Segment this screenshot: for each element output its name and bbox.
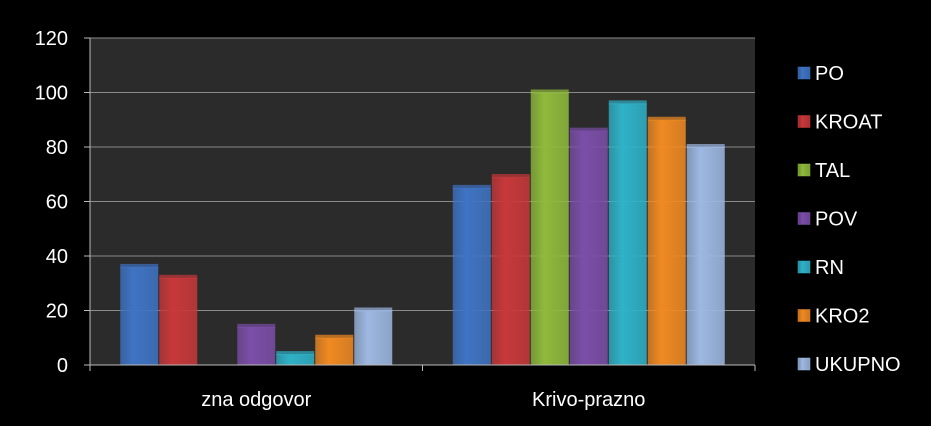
legend-swatch-rn xyxy=(797,260,811,274)
bar-top-bevel xyxy=(354,307,393,312)
legend-swatch-ukupno xyxy=(797,357,811,371)
bar-rn-1 xyxy=(608,103,647,366)
legend-swatch-kroat xyxy=(797,115,811,128)
legend-label-po: PO xyxy=(815,63,844,85)
bar-tal-1 xyxy=(530,92,569,365)
bar-top-bevel xyxy=(237,323,276,328)
y-tick-label: 80 xyxy=(46,137,68,159)
legend-swatch-po xyxy=(797,66,811,80)
bar-top-bevel xyxy=(276,351,315,356)
bar-po-1 xyxy=(452,187,491,365)
bar-pov-0 xyxy=(237,326,276,365)
bar-top-bevel xyxy=(608,100,647,105)
y-tick-label: 100 xyxy=(35,83,68,105)
bar-top-bevel xyxy=(530,89,569,94)
y-tick-label: 120 xyxy=(35,28,68,50)
bar-pov-1 xyxy=(569,130,608,365)
bar-kro2-1 xyxy=(647,119,686,365)
bar-top-bevel xyxy=(159,274,198,279)
bar-top-bevel xyxy=(686,144,725,148)
bar-kro2-0 xyxy=(315,337,354,365)
bar-top-bevel xyxy=(569,127,608,132)
bar-ukupno-0 xyxy=(354,310,393,365)
bar-top-bevel xyxy=(120,263,159,268)
bar-kroat-1 xyxy=(491,176,530,365)
bar-rn-0 xyxy=(276,354,315,365)
y-tick-label: 0 xyxy=(57,355,68,377)
y-tick-label: 40 xyxy=(46,246,68,268)
legend: PO KROAT TAL POV RN KRO2 UKUPNO xyxy=(797,63,901,376)
bar-po-0 xyxy=(120,266,159,365)
legend-label-kro2: KRO2 xyxy=(815,306,869,328)
legend-label-kroat: KROAT xyxy=(815,112,882,134)
x-category-label: Krivo-prazno xyxy=(532,389,645,411)
legend-swatch-kro2 xyxy=(797,309,811,322)
bar-top-bevel xyxy=(452,184,491,189)
bar-top-bevel xyxy=(491,173,530,178)
bars xyxy=(120,89,725,366)
x-category-label: zna odgovor xyxy=(201,389,311,411)
bar-ukupno-1 xyxy=(686,147,725,365)
legend-label-rn: RN xyxy=(815,257,844,279)
bar-top-bevel xyxy=(315,334,354,339)
y-axis-ticks: 0 20 40 60 80 100 120 xyxy=(35,28,90,377)
legend-label-pov: POV xyxy=(815,209,858,231)
legend-label-ukupno: UKUPNO xyxy=(815,354,901,376)
x-axis-labels: zna odgovor Krivo-prazno xyxy=(89,365,756,411)
y-tick-label: 20 xyxy=(46,301,68,323)
y-tick-label: 60 xyxy=(46,192,68,214)
bar-top-bevel xyxy=(647,116,686,121)
legend-label-tal: TAL xyxy=(815,160,850,182)
legend-swatch-tal xyxy=(797,163,811,177)
legend-swatch-pov xyxy=(797,212,811,225)
bar-kroat-0 xyxy=(159,277,198,365)
